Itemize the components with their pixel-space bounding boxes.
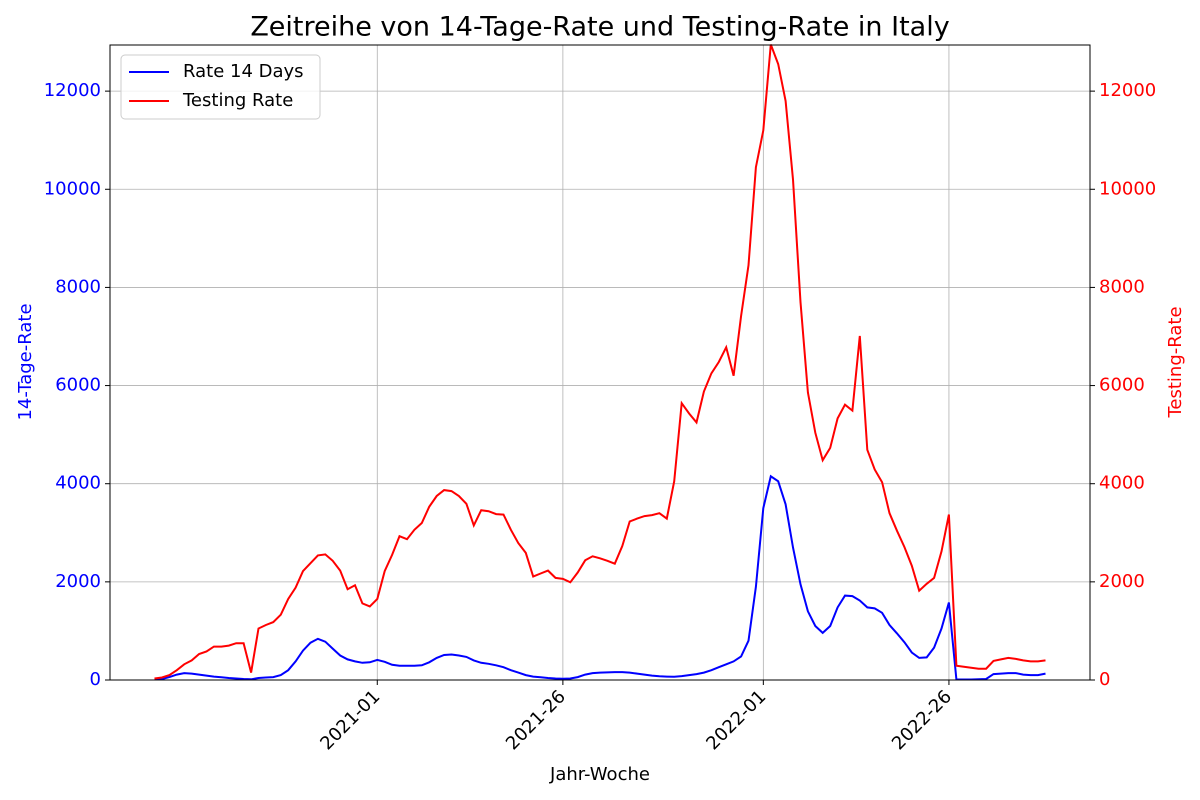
y2-tick-label: 10000 <box>1099 178 1156 199</box>
x-tick-label: 2022-01 <box>702 686 770 754</box>
y2-tick-label: 4000 <box>1099 473 1145 494</box>
plot-frame <box>109 44 1091 681</box>
y2-tick-label: 8000 <box>1099 276 1145 297</box>
y2-tick-label: 2000 <box>1099 571 1145 592</box>
legend-label: Testing Rate <box>182 90 293 111</box>
x-axis-label: Jahr-Woche <box>549 764 650 785</box>
x-tick-label: 2021-26 <box>502 686 570 754</box>
y-tick-label: 2000 <box>55 571 101 592</box>
legend-label: Rate 14 Days <box>183 61 304 82</box>
y2-axis-label: Testing-Rate <box>1165 306 1186 418</box>
y-tick-label: 12000 <box>44 80 101 101</box>
x-tick-label: 2021-01 <box>316 686 384 754</box>
y2-tick-label: 0 <box>1099 669 1110 690</box>
chart-title: Zeitreihe von 14-Tage-Rate und Testing-R… <box>250 12 949 43</box>
y-tick-label: 0 <box>90 669 101 690</box>
y-tick-label: 8000 <box>55 276 101 297</box>
y2-tick-label: 12000 <box>1099 80 1156 101</box>
y-axis-label: 14-Tage-Rate <box>15 303 36 420</box>
data-line <box>154 44 1046 680</box>
y-tick-label: 6000 <box>55 375 101 396</box>
y-tick-label: 10000 <box>44 178 101 199</box>
data-line <box>154 474 1046 681</box>
x-tick-label: 2022-26 <box>888 686 956 754</box>
legend-box <box>120 54 321 120</box>
y-tick-label: 4000 <box>55 473 101 494</box>
y2-tick-label: 6000 <box>1099 375 1145 396</box>
